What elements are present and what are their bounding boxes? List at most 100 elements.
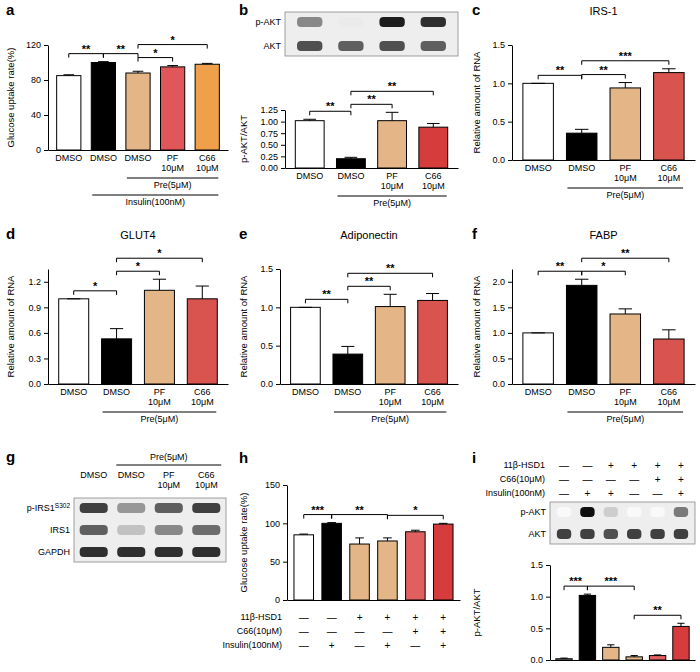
sig-label: ** [556, 64, 565, 76]
condition-sign: + [440, 612, 446, 623]
band [155, 503, 183, 513]
tick-label: 0.0 [28, 379, 41, 389]
plot-area [294, 523, 453, 600]
tick-label: 100 [265, 519, 280, 529]
condition-sign: + [678, 488, 684, 499]
tick-label-line: 10μM [148, 397, 171, 407]
error-bar [133, 71, 144, 73]
condition-sign: — [327, 626, 337, 637]
tick-mark [44, 80, 48, 81]
error-bar [153, 279, 166, 290]
tick-label: 0.0 [530, 655, 543, 665]
condition-sign: + [412, 612, 418, 623]
tick: PF10μM [614, 163, 637, 183]
tick-label: DMSO [60, 387, 87, 397]
tick-label: 120 [26, 40, 41, 50]
error-bar [167, 66, 178, 67]
y-axis: 0.00.51.01.5 [492, 40, 512, 165]
tick: C6610μM [196, 153, 219, 173]
plot-area [57, 62, 220, 150]
tick-label: DMSO [568, 163, 595, 173]
error-bar [427, 123, 440, 127]
row-label: IRS1 [50, 525, 70, 535]
bar [566, 285, 597, 384]
sig-label: * [170, 34, 175, 46]
tick-label: DMSO [55, 153, 82, 163]
condition-sign: — [559, 488, 569, 499]
error-bar [411, 530, 420, 532]
tick-label-line: DMSO [525, 387, 552, 397]
condition-sign: — [653, 488, 663, 499]
tick-label: 0.5 [260, 341, 273, 351]
x-axis: DMSODMSOPF10μMC6610μM [513, 385, 696, 408]
tick-label: PF10μM [614, 387, 637, 407]
group-line [334, 412, 446, 413]
condition-sign: — [629, 488, 639, 499]
tick-label-line: DMSO [568, 387, 595, 397]
panel: bp-AKT/AKT0.000.250.500.751.001.25DMSODM… [238, 1, 459, 208]
error-bar [531, 83, 544, 84]
sig-label: ** [386, 262, 395, 274]
tick-label-line: C66 [424, 387, 441, 397]
band [379, 17, 404, 27]
tick-label-line: DMSO [337, 171, 364, 181]
panel-label: b [239, 1, 248, 18]
tick-label-line: DMSO [296, 171, 323, 181]
tick: 1.0 [260, 303, 280, 313]
x-axis: DMSODMSODMSOPF10μMC6610μM [49, 151, 229, 174]
tick-label-line: PF [154, 387, 166, 397]
tick: 50 [270, 557, 287, 567]
tick-mark [281, 145, 285, 146]
row-label-text: IRS1 [50, 525, 70, 535]
row-label-superscript: S302 [55, 502, 71, 509]
condition-sign: + [608, 460, 614, 471]
error-bar [426, 294, 439, 301]
tick-mark [546, 628, 550, 629]
y-axis: 0.00.30.60.91.2 [28, 270, 48, 390]
tick: 1.0 [530, 592, 550, 602]
tick-mark [44, 333, 48, 334]
band [155, 547, 183, 557]
group-line [116, 465, 221, 466]
error-bar [631, 656, 638, 657]
row-label: AKT [528, 529, 546, 539]
tick-label: 1.5 [530, 560, 543, 570]
tick-label: DMSO [292, 387, 319, 397]
sig-label: ** [326, 100, 335, 112]
bar [102, 339, 132, 384]
condition-label: C66(10μM) [500, 474, 545, 484]
tick: PF10μM [614, 387, 637, 407]
plot-area [523, 279, 684, 384]
bar [195, 64, 219, 150]
tick-label-line: C66 [661, 387, 678, 397]
tick: 0.50 [260, 140, 285, 150]
lane-label-line: DMSO [118, 470, 145, 480]
tick: 0.0 [492, 379, 512, 389]
axis-line [49, 150, 229, 151]
tick: 1.5 [492, 40, 512, 50]
tick-label-line: 10μM [381, 181, 404, 191]
tick-label: 0.0 [492, 155, 505, 165]
bar [350, 544, 370, 600]
sig-label: ** [116, 43, 125, 55]
tick-label-line: PF [167, 153, 179, 163]
condition-label: 11β-HSD1 [503, 460, 545, 470]
axis-line [48, 270, 49, 385]
error-bar [386, 112, 399, 120]
tick: 1.2 [28, 277, 48, 287]
tick-label-line: DMSO [568, 163, 595, 173]
tick: DMSO [103, 387, 130, 397]
error-bar [607, 645, 614, 648]
band [650, 529, 664, 539]
tick-label: 1.5 [492, 40, 505, 50]
tick: 0.5 [492, 354, 512, 364]
error-bar [584, 594, 591, 595]
tick: C6610μM [191, 387, 214, 407]
tick-label: 0.5 [492, 117, 505, 127]
condition-sign: — [327, 612, 337, 623]
x-axis [288, 600, 461, 601]
axis-line [281, 384, 459, 385]
bar [626, 657, 642, 660]
band [117, 525, 145, 535]
group-line [567, 412, 683, 413]
